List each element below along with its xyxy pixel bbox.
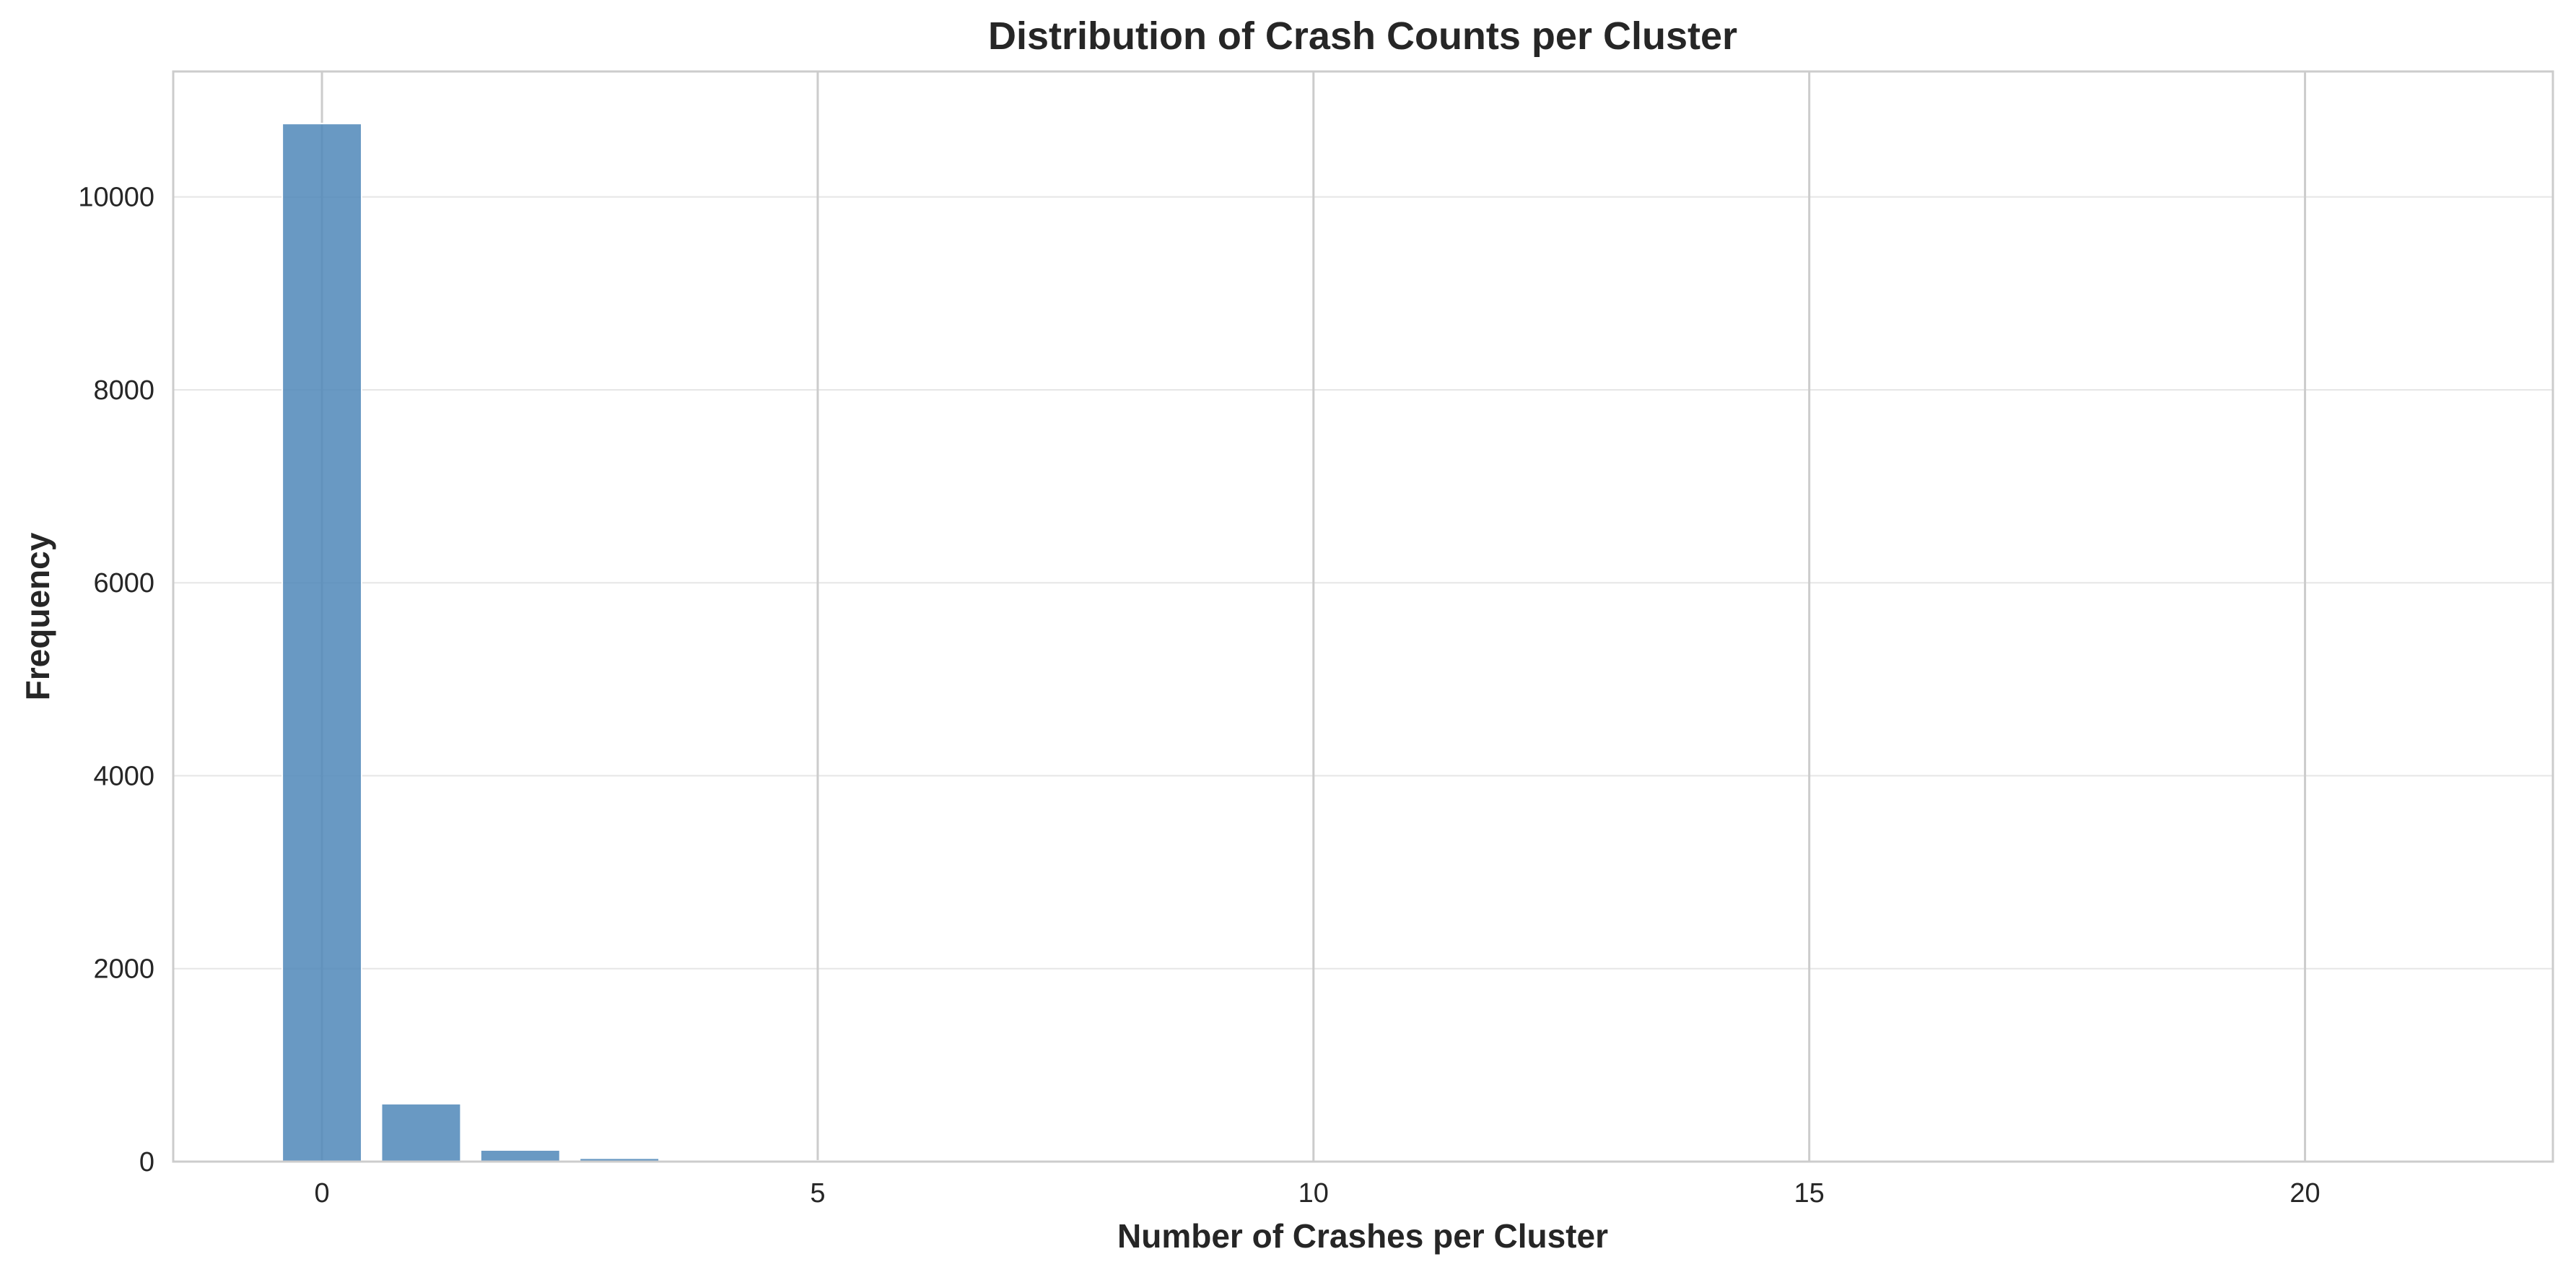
y-tick-label: 4000 [93, 761, 154, 791]
y-axis-label: Frequency [19, 532, 56, 700]
plot-frame [172, 70, 2554, 1163]
bar-layer [281, 123, 1354, 1164]
x-tick-label: 0 [314, 1178, 329, 1209]
bar-0 [281, 123, 363, 1162]
grid-layer [173, 71, 2553, 1162]
x-tick-label: 10 [1298, 1178, 1329, 1209]
bar-2 [479, 1149, 561, 1162]
y-tick-label: 10000 [78, 183, 154, 213]
x-tick-label: 5 [810, 1178, 825, 1209]
y-tick-label: 6000 [93, 568, 154, 598]
y-tick-label: 8000 [93, 375, 154, 406]
x-tick-label: 15 [1794, 1178, 1825, 1209]
bar-1 [380, 1102, 462, 1162]
tick-label-layer: 0 2000 4000 6000 8000 10000 0 5 10 15 20 [78, 183, 2320, 1209]
y-tick-label: 2000 [93, 954, 154, 985]
y-tick-label: 0 [139, 1147, 154, 1177]
chart-title: Distribution of Crash Counts per Cluster [988, 14, 1737, 58]
x-axis-label: Number of Crashes per Cluster [1117, 1217, 1608, 1255]
x-tick-label: 20 [2289, 1178, 2320, 1209]
